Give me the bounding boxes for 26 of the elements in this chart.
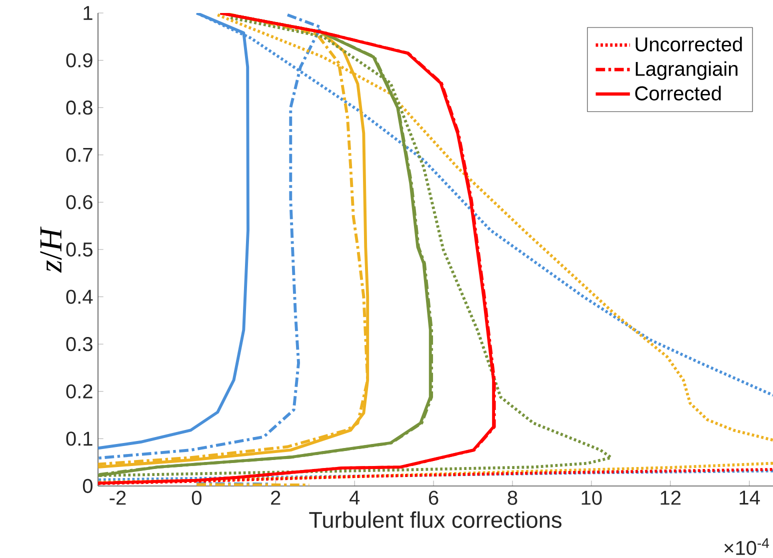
x-tick-label: 8 <box>508 490 518 505</box>
x-tick-label: 10 <box>582 490 602 505</box>
y-tick-label: 0.2 <box>66 384 92 398</box>
legend-label: Corrected <box>635 86 721 100</box>
x-tick-label: -2 <box>110 490 126 505</box>
x-tick-label: 6 <box>428 490 438 505</box>
x-tick-label: 12 <box>660 490 680 505</box>
x-tick-label: 14 <box>740 490 760 504</box>
y-tick-label: 0 <box>82 478 92 494</box>
x-tick-label: 2 <box>271 490 280 505</box>
text: ×10$^{-4}$ <box>724 538 769 556</box>
x-axis-title: Turbulent flux corrections <box>309 511 562 528</box>
y-tick-label: 0.9 <box>66 53 92 68</box>
y-tick-label: 0.8 <box>66 100 92 115</box>
y-tick-label: 0.5 <box>66 242 92 257</box>
y-tick-label: 1 <box>84 6 92 20</box>
y-tick-label: 0.7 <box>66 148 92 162</box>
y-tick-label: 0.6 <box>66 195 92 210</box>
y-tick-label: 0.1 <box>66 432 92 446</box>
x-tick-label: 4 <box>349 490 360 504</box>
x-tick-label: 0 <box>192 490 202 505</box>
y-tick-label: 0.4 <box>66 290 93 304</box>
y-tick-label: 0.3 <box>66 337 92 352</box>
y-axis-title: z/H <box>40 226 62 273</box>
legend-label: Lagrangiain <box>636 61 738 80</box>
legend-label: Uncorrected <box>636 36 742 52</box>
